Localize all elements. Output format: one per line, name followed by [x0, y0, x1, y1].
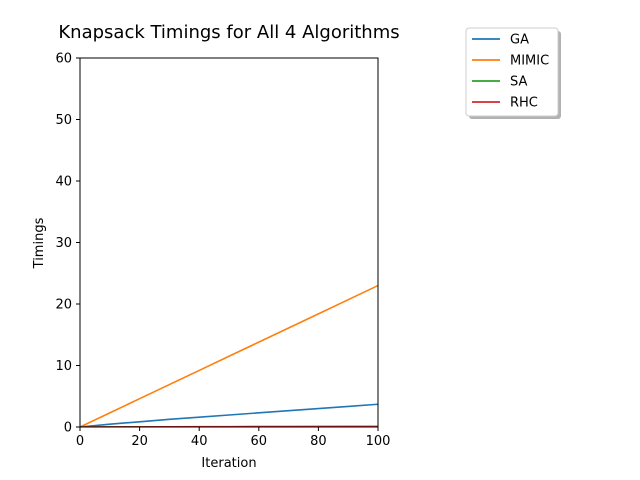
- legend: GA MIMIC SA RHC: [465, 27, 561, 119]
- legend-label-ga: GA: [510, 33, 529, 48]
- x-tick-label: 100: [366, 434, 391, 449]
- y-tick-label: 50: [55, 113, 72, 128]
- x-tick-label: 80: [310, 434, 327, 449]
- x-tick-label: 60: [251, 434, 268, 449]
- y-tick-label: 30: [55, 236, 72, 251]
- series-line-mimic: [80, 284, 378, 427]
- y-tick-label: 10: [55, 359, 72, 374]
- y-tick-label: 60: [55, 52, 72, 67]
- legend-label-sa: SA: [510, 75, 527, 90]
- plot-area: [80, 58, 378, 427]
- x-tick-label: 0: [76, 434, 84, 449]
- x-tick-label: 20: [131, 434, 148, 449]
- chart-title: Knapsack Timings for All 4 Algorithms: [58, 22, 399, 43]
- y-axis-title: Timings: [32, 217, 47, 269]
- axes: [76, 57, 379, 431]
- legend-label-mimic: MIMIC: [510, 54, 549, 69]
- legend-label-rhc: RHC: [510, 96, 538, 111]
- tick-labels: 0 20 40 60 80 100 0 10 20 30 40 50 60: [55, 52, 390, 450]
- y-tick-label: 40: [55, 175, 72, 190]
- plot-background: [80, 58, 378, 427]
- x-tick-label: 40: [191, 434, 208, 449]
- x-axis-title: Iteration: [201, 456, 256, 471]
- series-line-ga: [80, 403, 378, 427]
- y-tick-label: 20: [55, 298, 72, 313]
- legend-frame: [465, 27, 559, 117]
- y-tick-label: 0: [64, 421, 72, 436]
